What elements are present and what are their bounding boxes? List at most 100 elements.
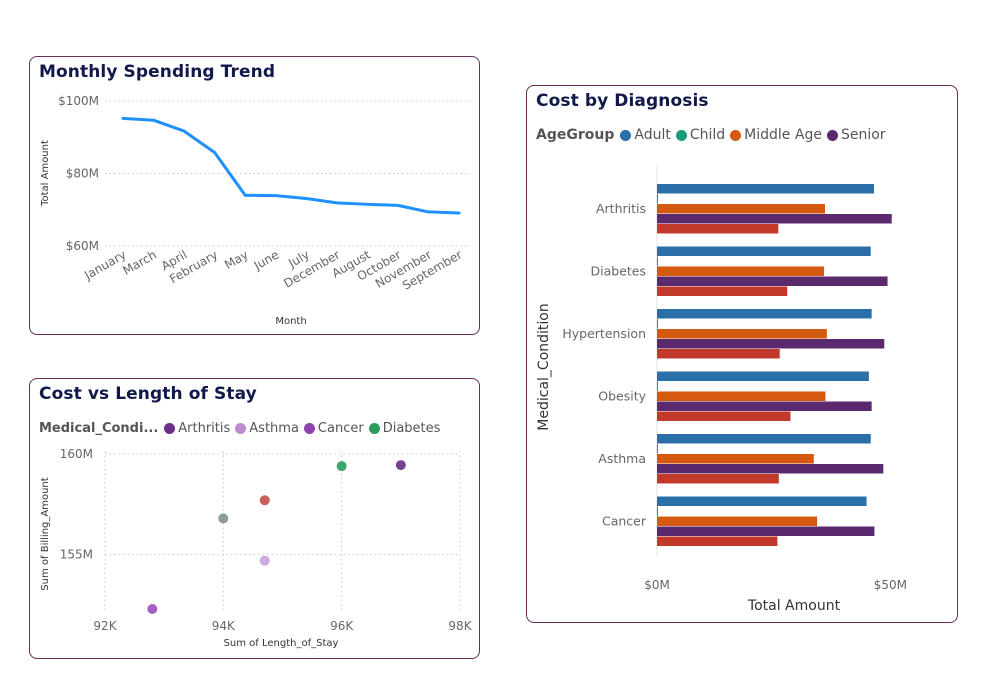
legend-label: Arthritis [178, 421, 231, 436]
scatter-point [336, 461, 347, 472]
bar [657, 444, 658, 454]
y-tick-label: Hypertension [562, 326, 646, 341]
line-series [121, 116, 461, 215]
x-tick-label: 94K [212, 619, 236, 633]
scatter-point [395, 460, 406, 471]
x-tick-label: March [120, 247, 159, 277]
x-tick-label: 98K [448, 619, 472, 633]
legend-item-middle-age[interactable]: Middle Age [730, 127, 822, 143]
bar [657, 434, 871, 444]
bar [657, 224, 779, 234]
x-tick-label: 92K [93, 619, 117, 633]
y-tick-label: Asthma [598, 451, 646, 466]
bar [657, 266, 825, 276]
scatter-chart-card: Cost vs Length of Stay Medical_Condi... … [29, 378, 480, 659]
legend-label: Adult [634, 127, 671, 143]
bar [657, 246, 871, 256]
legend-item-diabetes[interactable]: Diabetes [368, 421, 441, 436]
bar-chart-svg: Arthritis Diabetes Hypertension Obesity Asth… [536, 166, 907, 614]
scatter-chart-title: Cost vs Length of Stay [39, 384, 257, 404]
y-tick-label: $80M [66, 167, 99, 181]
x-tick-label: May [222, 247, 250, 272]
scatter-legend-title: Medical_Condi... [39, 421, 159, 436]
legend-label: Cancer [317, 421, 364, 436]
bar [657, 286, 788, 296]
bar [657, 401, 872, 411]
bar-legend: AgeGroup Adult Child Middle Age Senior [536, 127, 891, 143]
legend-item-asthma[interactable]: Asthma [235, 421, 299, 436]
y-tick-label: Diabetes [591, 264, 647, 279]
bar [657, 309, 872, 319]
y-tick-label: Arthritis [596, 201, 646, 216]
bar [657, 319, 658, 329]
bar [657, 276, 888, 286]
legend-label: Diabetes [382, 421, 441, 436]
bar [657, 411, 791, 421]
legend-item-child[interactable]: Child [675, 127, 726, 143]
x-tick-label: $50M [874, 578, 907, 592]
legend-dot [826, 129, 838, 141]
y-tick-label: 155M [60, 548, 93, 562]
legend-item-senior[interactable]: Senior [826, 127, 886, 143]
y-tick-label: Obesity [598, 389, 646, 404]
legend-dot [730, 129, 742, 141]
y-axis-title: Medical_Condition [536, 303, 552, 430]
x-axis-title: Month [275, 316, 306, 327]
x-tick-label: June [251, 247, 282, 273]
y-axis-title: Total Amount [40, 140, 51, 207]
scatter-point [218, 513, 229, 524]
bar [657, 349, 780, 359]
legend-dot [303, 423, 315, 434]
bar [657, 536, 778, 546]
y-axis-title: Sum of Billing_Amount [40, 477, 51, 590]
legend-label: Senior [840, 127, 886, 143]
scatter-legend: Medical_Condi... Arthritis Asthma Cancer… [39, 421, 445, 436]
x-axis-title: Sum of Length_of_Stay [224, 638, 339, 649]
bar [657, 204, 825, 214]
x-tick-label: $0M [644, 578, 670, 592]
legend-item-cancer[interactable]: Cancer [303, 421, 364, 436]
y-tick-label: 160M [60, 447, 93, 461]
bar [657, 381, 658, 391]
legend-item-arthritis[interactable]: Arthritis [164, 421, 230, 436]
legend-dot [235, 423, 247, 434]
x-tick-label: 96K [330, 619, 354, 633]
legend-dot [675, 129, 687, 141]
legend-dot [620, 129, 632, 141]
x-axis-title: Total Amount [747, 598, 841, 614]
bar [657, 516, 818, 526]
bar [657, 526, 875, 536]
legend-label: Middle Age [744, 127, 822, 143]
scatter-point [147, 603, 158, 614]
scatter-chart-svg: 92K 94K 96K 98K 155M 160M Sum of Length_of_Sta… [40, 447, 473, 649]
bar [657, 329, 827, 339]
y-tick-label: $60M [66, 239, 99, 253]
bar [657, 474, 779, 484]
legend-item-adult[interactable]: Adult [620, 127, 671, 143]
bar [657, 339, 885, 349]
bar-chart-title: Cost by Diagnosis [536, 91, 709, 111]
bar [657, 184, 874, 194]
bar [657, 391, 826, 401]
legend-label: Asthma [249, 421, 299, 436]
bar [657, 194, 658, 204]
scatter-point [259, 495, 270, 506]
bar [657, 256, 658, 266]
bar-legend-title: AgeGroup [536, 127, 615, 143]
y-tick-label: Cancer [602, 514, 647, 529]
bar [657, 506, 658, 516]
line-chart-card: Monthly Spending Trend $60M $80M $100M Janu… [29, 56, 480, 335]
line-chart-title: Monthly Spending Trend [39, 62, 276, 82]
legend-dot [368, 423, 380, 434]
legend-label: Child [689, 127, 726, 143]
bar [657, 464, 884, 474]
legend-dot [164, 423, 176, 434]
bar [657, 454, 814, 464]
bar [657, 371, 869, 381]
bar-chart-card: Cost by Diagnosis AgeGroup Adult Child M… [526, 85, 958, 623]
scatter-point [259, 555, 270, 566]
bar [657, 496, 867, 506]
y-tick-label: $100M [58, 94, 99, 108]
bar [657, 214, 892, 224]
